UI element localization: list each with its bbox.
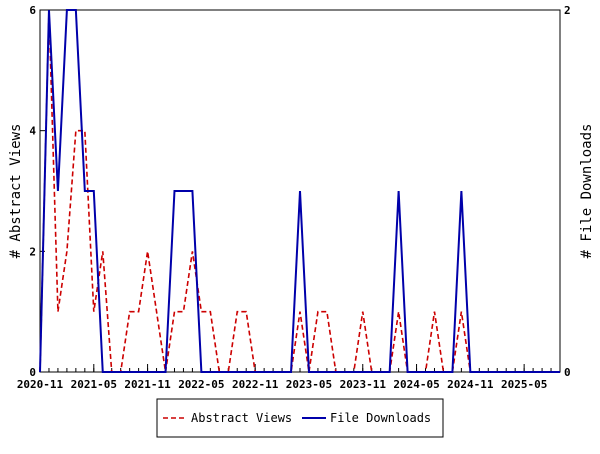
x-tick-label: 2021-05 [71,378,117,391]
legend: Abstract Views File Downloads [156,398,444,438]
x-tick-label: 2023-11 [340,378,387,391]
x-tick-label: 2020-11 [17,378,64,391]
series-layer [39,9,560,373]
y-axis-left-title: # Abstract Views [8,124,24,259]
x-tick-label: 2022-05 [178,378,224,391]
y-left-tick-label: 2 [29,245,36,258]
y-right-tick-label: 0 [564,366,571,379]
y-axis-right-title: # File Downloads [579,124,595,259]
x-tick-label: 2024-05 [393,378,439,391]
x-tick-label: 2025-05 [501,378,547,391]
x-tick-label: 2024-11 [447,378,494,391]
y-right-tick-label: 2 [564,4,571,17]
x-tick-label: 2021-11 [124,378,171,391]
x-tick-label: 2022-11 [232,378,279,391]
legend-label: File Downloads [330,411,431,425]
x-tick-label: 2023-05 [286,378,332,391]
legend-box [156,398,444,438]
legend-label: Abstract Views [191,411,292,425]
series-line-file-downloads [39,9,560,373]
y-left-tick-label: 6 [29,4,36,17]
y-left-tick-label: 4 [29,125,36,138]
y-left-tick-label: 0 [29,366,36,379]
